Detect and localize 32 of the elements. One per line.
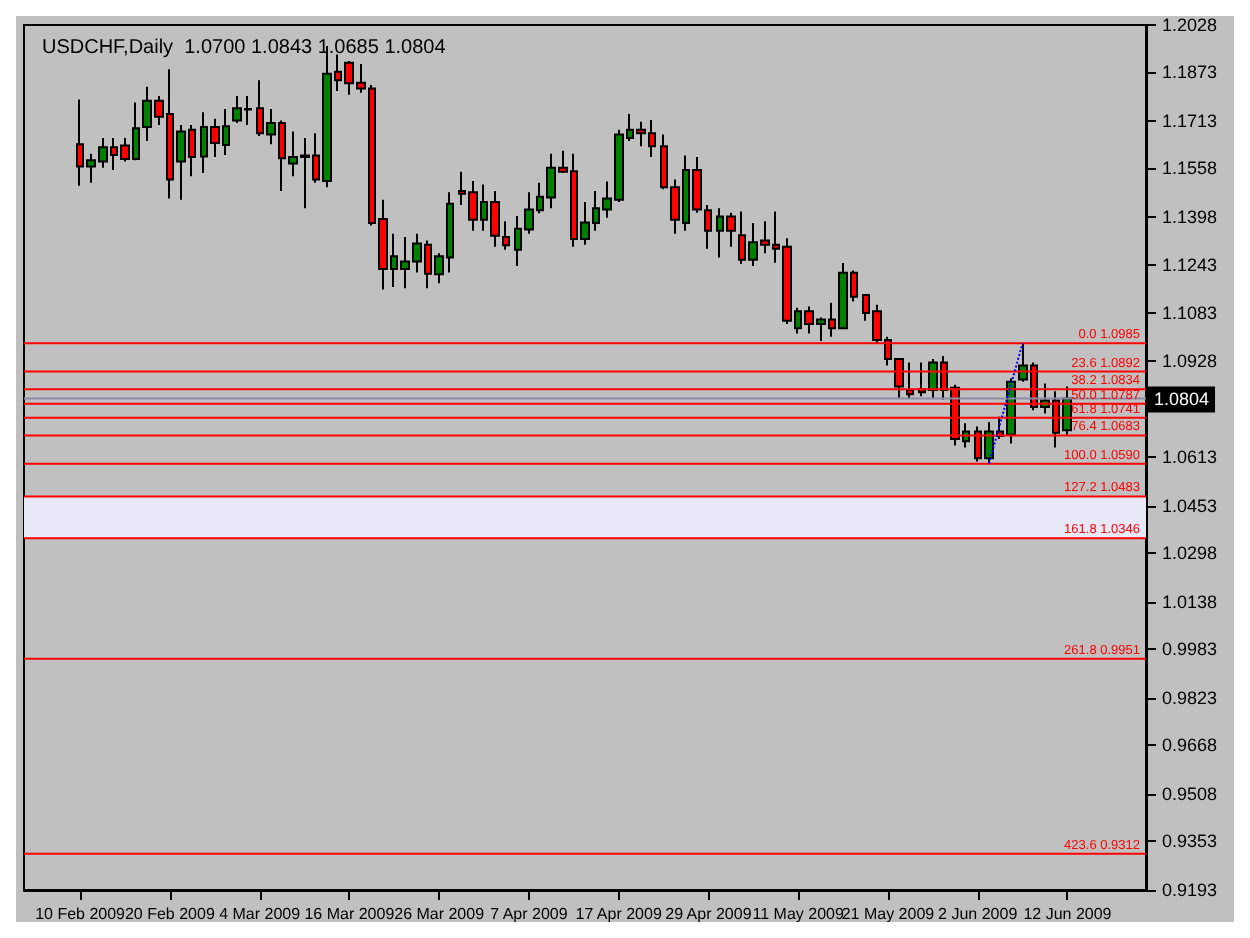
x-tick-label: 2 Jun 2009 — [938, 905, 1019, 923]
y-tick-label: 1.1873 — [1162, 62, 1218, 83]
y-tick-label: 1.1243 — [1162, 254, 1218, 275]
y-tick-label: 0.9983 — [1162, 638, 1218, 659]
y-tick-label: 1.1558 — [1162, 158, 1218, 179]
y-tick-label: 1.0928 — [1162, 350, 1218, 371]
x-tick-label: 29 Apr 2009 — [665, 905, 753, 923]
y-tick-label: 1.0613 — [1162, 446, 1218, 467]
text: USDCHF,Daily 1.0700 1.0843 1.0685 1.0804 — [42, 37, 447, 59]
x-tick-label: 16 Mar 2009 — [304, 905, 396, 923]
y-tick-label: 1.1083 — [1162, 303, 1218, 324]
y-tick-label: 1.0138 — [1162, 591, 1218, 612]
y-tick-label: 0.9508 — [1162, 783, 1218, 804]
y-tick-label: 0.9823 — [1162, 687, 1218, 708]
y-tick-label: 0.9353 — [1162, 831, 1218, 852]
y-tick-label: 0.9668 — [1162, 735, 1218, 756]
ref-line-label: 1.0804 — [1154, 389, 1210, 410]
x-tick-label: 20 Feb 2009 — [124, 905, 216, 923]
y-tick-label: 0.9193 — [1162, 880, 1218, 900]
y-tick-label: 1.1713 — [1162, 111, 1218, 132]
x-tick-label: 26 Mar 2009 — [394, 905, 486, 923]
y-tick-label: 1.2028 — [1162, 15, 1218, 35]
x-tick-label: 10 Feb 2009 — [35, 905, 127, 923]
x-tick-label: 4 Mar 2009 — [219, 905, 302, 923]
x-tick-label: 12 Jun 2009 — [1023, 905, 1113, 923]
y-tick-label: 1.0453 — [1162, 495, 1218, 516]
y-tick-label: 1.0298 — [1162, 542, 1218, 563]
x-tick-label: 11 May 2009 — [752, 905, 845, 923]
y-tick-label: 1.1398 — [1162, 207, 1218, 228]
x-tick-label: 21 May 2009 — [841, 905, 936, 923]
x-tick-label: 17 Apr 2009 — [575, 905, 663, 923]
x-tick-label: 7 Apr 2009 — [490, 905, 569, 923]
